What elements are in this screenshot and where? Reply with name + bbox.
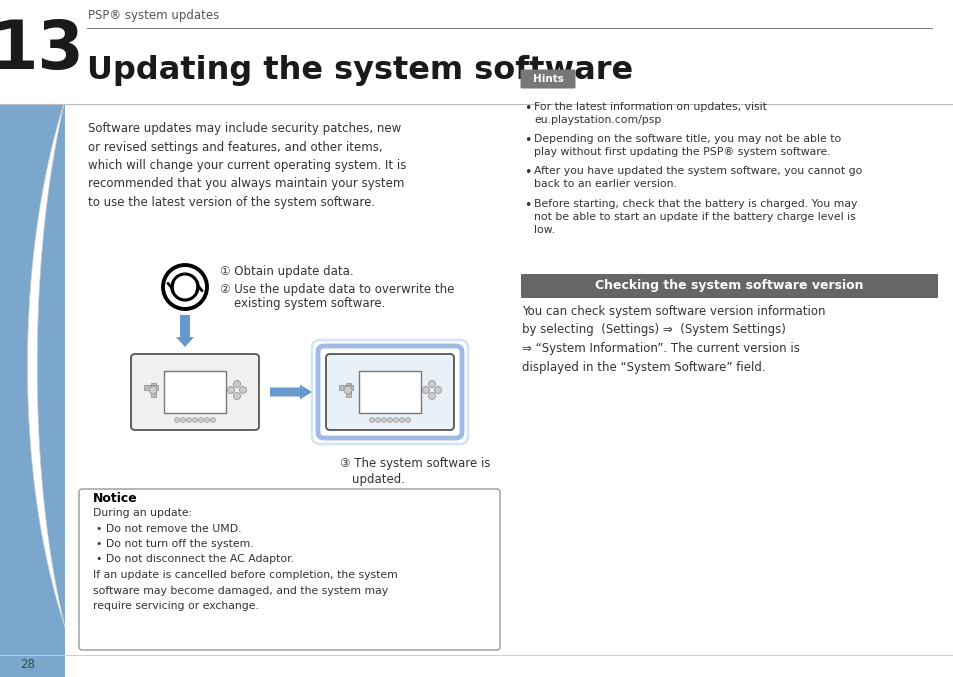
Text: • Do not remove the UMD.: • Do not remove the UMD. bbox=[96, 523, 241, 533]
Circle shape bbox=[375, 418, 380, 422]
Text: ① Obtain update data.: ① Obtain update data. bbox=[220, 265, 354, 278]
Text: ③ The system software is: ③ The system software is bbox=[339, 458, 490, 471]
FancyArrow shape bbox=[270, 385, 312, 399]
FancyArrow shape bbox=[175, 315, 193, 347]
Circle shape bbox=[344, 386, 352, 394]
Text: After you have updated the system software, you cannot go
back to an earlier ver: After you have updated the system softwa… bbox=[534, 166, 862, 189]
Circle shape bbox=[239, 387, 246, 393]
Circle shape bbox=[428, 393, 435, 399]
Circle shape bbox=[434, 387, 441, 393]
Circle shape bbox=[193, 418, 197, 422]
Text: software may become damaged, and the system may: software may become damaged, and the sys… bbox=[92, 586, 388, 596]
Circle shape bbox=[387, 418, 392, 422]
Circle shape bbox=[369, 418, 375, 422]
Text: For the latest information on updates, visit
eu.playstation.com/psp: For the latest information on updates, v… bbox=[534, 102, 766, 125]
Text: If an update is cancelled before completion, the system: If an update is cancelled before complet… bbox=[92, 570, 397, 580]
Circle shape bbox=[174, 418, 179, 422]
Bar bbox=[144, 385, 158, 390]
Text: •: • bbox=[523, 102, 531, 115]
Text: Depending on the software title, you may not be able to
play without first updat: Depending on the software title, you may… bbox=[534, 134, 841, 157]
Bar bbox=[0, 105, 65, 677]
Text: Before starting, check that the battery is charged. You may
not be able to start: Before starting, check that the battery … bbox=[534, 199, 857, 236]
FancyBboxPatch shape bbox=[326, 354, 454, 430]
Text: Checking the system software version: Checking the system software version bbox=[594, 280, 862, 292]
Text: You can check system software version information
by selecting  (Settings) ⇒  (S: You can check system software version in… bbox=[521, 305, 824, 374]
Circle shape bbox=[163, 265, 207, 309]
Circle shape bbox=[393, 418, 398, 422]
FancyBboxPatch shape bbox=[79, 489, 499, 650]
Text: •: • bbox=[523, 134, 531, 147]
Bar bbox=[346, 383, 351, 397]
Circle shape bbox=[428, 380, 435, 387]
FancyBboxPatch shape bbox=[520, 70, 575, 89]
FancyBboxPatch shape bbox=[520, 274, 937, 298]
Text: PSP® system updates: PSP® system updates bbox=[88, 9, 219, 22]
Text: 13: 13 bbox=[0, 17, 84, 83]
FancyBboxPatch shape bbox=[131, 354, 258, 430]
Circle shape bbox=[227, 387, 234, 393]
Circle shape bbox=[233, 380, 240, 387]
Text: Hints: Hints bbox=[532, 74, 563, 84]
Circle shape bbox=[204, 418, 210, 422]
Circle shape bbox=[149, 386, 157, 394]
Text: •: • bbox=[523, 199, 531, 212]
Text: require servicing or exchange.: require servicing or exchange. bbox=[92, 601, 258, 611]
Bar bbox=[358, 371, 420, 413]
Circle shape bbox=[180, 418, 185, 422]
Text: existing system software.: existing system software. bbox=[233, 297, 385, 311]
Text: • Do not disconnect the AC Adaptor.: • Do not disconnect the AC Adaptor. bbox=[96, 554, 294, 565]
Circle shape bbox=[405, 418, 410, 422]
Bar bbox=[164, 371, 226, 413]
Text: ② Use the update data to overwrite the: ② Use the update data to overwrite the bbox=[220, 282, 454, 295]
Circle shape bbox=[198, 418, 203, 422]
Circle shape bbox=[233, 393, 240, 399]
Text: • Do not turn off the system.: • Do not turn off the system. bbox=[96, 539, 253, 549]
Text: Software updates may include security patches, new
or revised settings and featu: Software updates may include security pa… bbox=[88, 122, 406, 209]
Text: Notice: Notice bbox=[92, 492, 137, 506]
Bar bbox=[338, 385, 353, 390]
Bar bbox=[0, 0, 953, 105]
Bar bbox=[151, 383, 156, 397]
Text: 28: 28 bbox=[21, 659, 35, 672]
Circle shape bbox=[211, 418, 215, 422]
Circle shape bbox=[422, 387, 429, 393]
Circle shape bbox=[399, 418, 404, 422]
Text: Updating the system software: Updating the system software bbox=[87, 55, 633, 85]
Circle shape bbox=[381, 418, 386, 422]
Text: During an update:: During an update: bbox=[92, 508, 193, 518]
Polygon shape bbox=[28, 100, 65, 627]
Text: updated.: updated. bbox=[352, 473, 405, 485]
Text: •: • bbox=[523, 166, 531, 179]
Circle shape bbox=[186, 418, 192, 422]
